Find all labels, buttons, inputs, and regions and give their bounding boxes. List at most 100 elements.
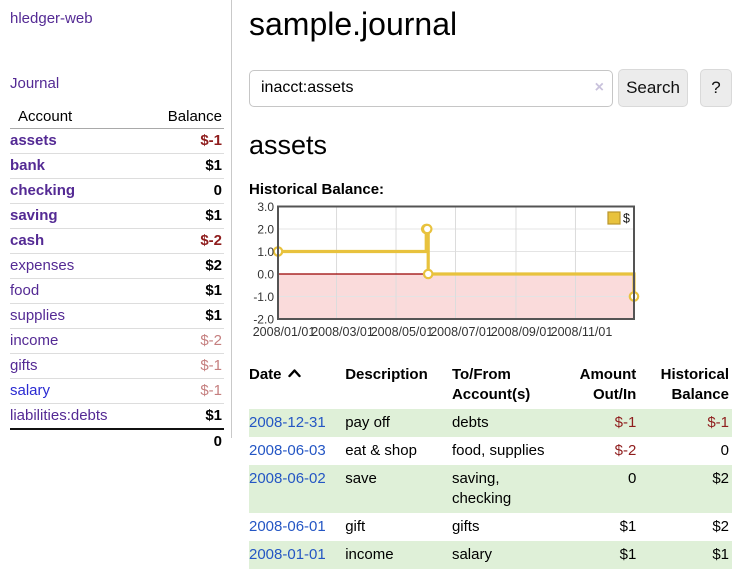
sidebar-account-link[interactable]: assets — [10, 132, 57, 149]
account-balance: 0 — [139, 178, 224, 204]
register-header-description: Description — [345, 366, 428, 383]
y-axis-tick: -2.0 — [253, 313, 274, 327]
transaction-description: save — [345, 470, 377, 487]
search-form: × Search ? — [249, 69, 732, 107]
register-header-date[interactable]: Date — [249, 363, 345, 409]
register-table: Date Description To/From Account(s) Amount … — [249, 363, 732, 569]
register-row: 2008-06-01 gift gifts $1 $2 — [249, 513, 732, 541]
sidebar-account-link[interactable]: cash — [10, 232, 45, 249]
transaction-date-link[interactable]: 2008-06-01 — [249, 518, 326, 535]
y-axis-tick: 0.0 — [257, 268, 274, 282]
account-balance: $-1 — [139, 378, 224, 404]
x-axis-tick: 2008/07/01 — [430, 325, 493, 339]
x-axis-tick: 2008/11/01 — [551, 325, 613, 339]
search-button[interactable]: Search — [618, 69, 688, 107]
transaction-accounts: salary — [451, 546, 492, 563]
account-balance: $-2 — [139, 228, 224, 254]
account-row: assets $-1 — [10, 128, 224, 154]
transaction-date-link[interactable]: 2008-06-02 — [249, 470, 326, 487]
x-axis-tick: 2008/03/01 — [311, 325, 374, 339]
register-header-amount: Amount Out/In — [579, 366, 637, 403]
y-axis-tick: -1.0 — [253, 290, 274, 304]
accounts-total-balance: 0 — [139, 428, 224, 454]
sidebar-account-link[interactable]: income — [10, 332, 59, 349]
account-balance: $1 — [139, 403, 224, 430]
x-axis-tick: 2008/05/01 — [371, 325, 434, 339]
register-row: 2008-01-01 income salary $1 $1 — [249, 541, 732, 569]
sidebar-account-link[interactable]: food — [10, 282, 40, 299]
sidebar-account-link[interactable]: bank — [10, 157, 46, 174]
sidebar-account-link[interactable]: supplies — [10, 307, 66, 324]
clear-search-icon[interactable]: × — [594, 78, 604, 96]
sort-ascending-icon — [287, 369, 301, 378]
account-row: salary $-1 — [10, 378, 224, 404]
transaction-description: pay off — [345, 414, 390, 431]
transaction-date-link[interactable]: 2008-12-31 — [249, 414, 326, 431]
legend-swatch — [607, 211, 621, 225]
transaction-balance: $-1 — [707, 414, 729, 431]
transaction-balance: 0 — [720, 442, 729, 459]
sidebar-account-link[interactable]: gifts — [10, 357, 38, 374]
transaction-accounts: debts — [451, 414, 489, 431]
sidebar-account-link[interactable]: salary — [10, 382, 51, 399]
account-row: saving $1 — [10, 203, 224, 229]
sidebar-account-link[interactable]: checking — [10, 182, 76, 199]
sidebar-item-journal[interactable]: Journal — [10, 75, 60, 92]
accounts-header-balance: Balance — [139, 106, 224, 129]
legend-label: $ — [623, 212, 630, 226]
y-axis-tick: 1.0 — [257, 245, 274, 259]
account-row: expenses $2 — [10, 253, 224, 279]
sidebar-account-link[interactable]: liabilities:debts — [10, 407, 108, 424]
x-axis-tick: 2008/01/01 — [253, 325, 316, 339]
account-balance: $2 — [139, 253, 224, 279]
app-brand-link[interactable]: hledger-web — [10, 10, 93, 27]
accounts-table: Account Balance assets $-1 bank $1 checking 0… — [10, 106, 224, 454]
register-row: 2008-06-02 save saving, checking 0 $2 — [249, 465, 732, 513]
transaction-amount: 0 — [627, 470, 637, 487]
main-content: sample.journal × Search ? assets Histori… — [233, 0, 742, 569]
account-balance: $1 — [139, 153, 224, 179]
account-balance: $-2 — [139, 328, 224, 354]
transaction-date-link[interactable]: 2008-01-01 — [249, 546, 326, 563]
historical-balance-chart: $3.0 2.0 1.0 0.0 -1.0 -2.0 2008/01/01 2008/03/0… — [249, 200, 732, 343]
sidebar: hledger-web Journal Account Balance asse… — [0, 0, 232, 454]
search-input[interactable] — [249, 69, 613, 107]
register-row: 2008-06-03 eat & shop food, supplies $-2 0 — [249, 437, 732, 465]
account-balance: $1 — [139, 203, 224, 229]
register-header-accounts: To/From Account(s) — [451, 366, 531, 403]
transaction-amount: $1 — [619, 518, 637, 535]
y-axis-tick: 2.0 — [257, 223, 274, 237]
account-balance: $-1 — [139, 353, 224, 379]
account-row: income $-2 — [10, 328, 224, 354]
account-row: supplies $1 — [10, 303, 224, 329]
account-row: checking 0 — [10, 178, 224, 204]
transaction-description: gift — [345, 518, 366, 535]
chart-svg: $3.0 2.0 1.0 0.0 -1.0 -2.02008/01/012008/03/0… — [253, 200, 640, 339]
register-header-balance: Historical Balance — [660, 366, 729, 403]
page-title: sample.journal — [249, 6, 458, 42]
transaction-description: eat & shop — [345, 442, 417, 459]
register-row: 2008-12-31 pay off debts $-1 $-1 — [249, 409, 732, 437]
account-row: cash $-2 — [10, 228, 224, 254]
account-balance: $1 — [139, 303, 224, 329]
transaction-balance: $2 — [712, 470, 729, 487]
transaction-accounts: food, supplies — [451, 442, 545, 459]
transaction-amount: $-1 — [614, 414, 637, 431]
chart-title: Historical Balance: — [249, 181, 385, 198]
account-row: liabilities:debts $1 — [10, 403, 224, 430]
help-button[interactable]: ? — [700, 69, 732, 107]
accounts-total-row: 0 — [10, 428, 224, 454]
transaction-accounts: gifts — [451, 518, 480, 535]
transaction-date-link[interactable]: 2008-06-03 — [249, 442, 326, 459]
account-heading: assets — [249, 130, 328, 160]
transaction-amount: $1 — [619, 546, 637, 563]
sidebar-account-link[interactable]: expenses — [10, 257, 75, 274]
y-axis-tick: 3.0 — [257, 200, 274, 214]
sidebar-account-link[interactable]: saving — [10, 207, 58, 224]
transaction-description: income — [345, 546, 394, 563]
transaction-accounts: saving, checking — [451, 470, 512, 507]
transaction-balance: $2 — [712, 518, 729, 535]
account-row: gifts $-1 — [10, 353, 224, 379]
account-row: bank $1 — [10, 153, 224, 179]
account-balance: $1 — [139, 278, 224, 304]
